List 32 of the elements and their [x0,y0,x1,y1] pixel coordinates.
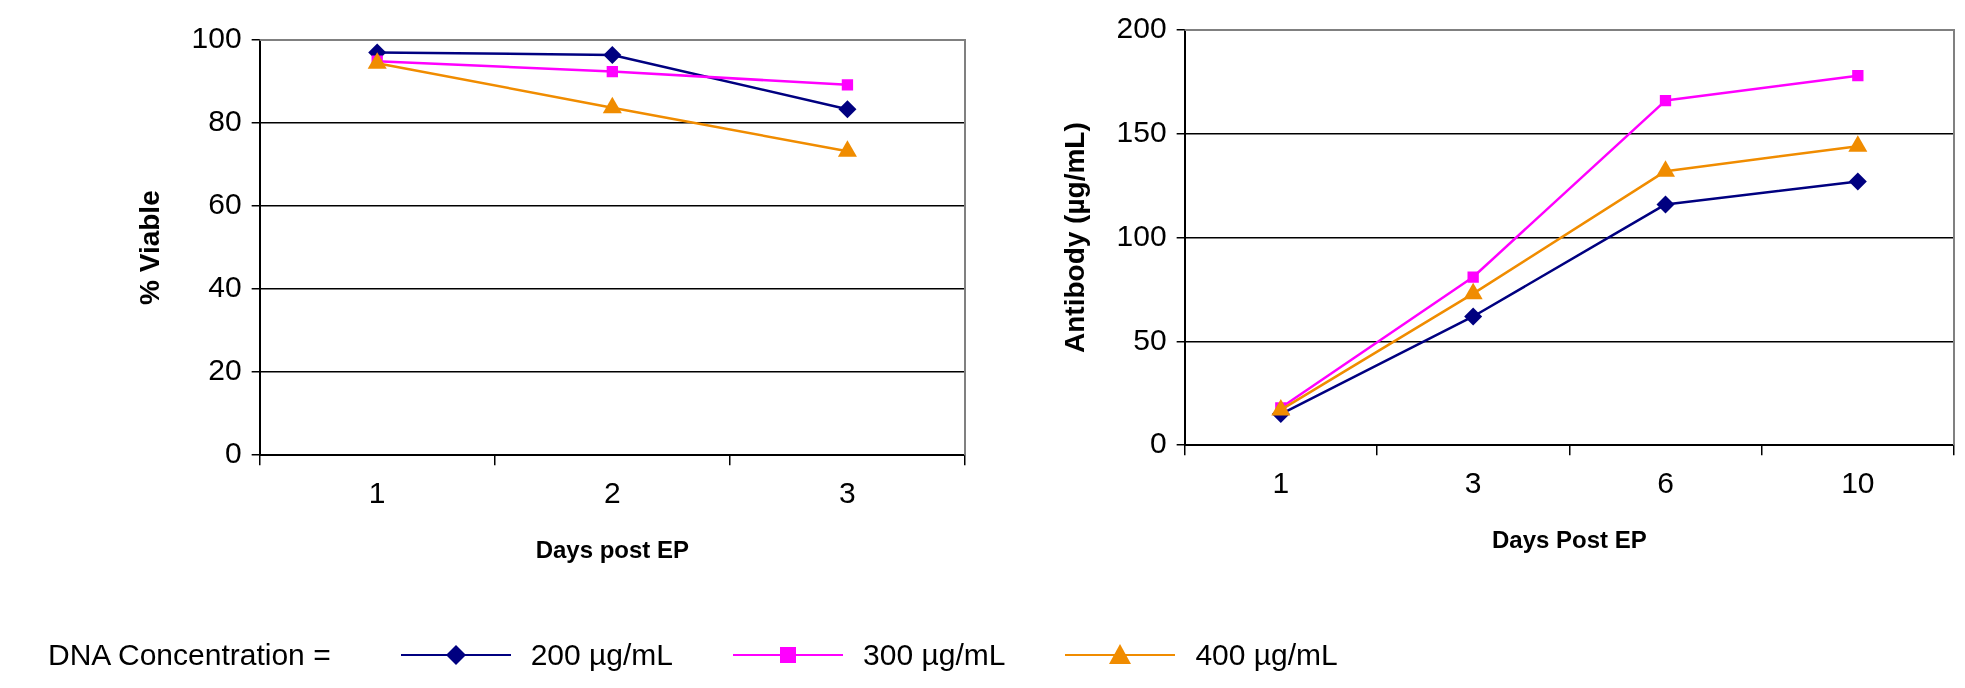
y-tick-label: 50 [1133,322,1167,356]
x-tick-label: 3 [839,476,856,510]
y-axis-title: % Viable [133,190,165,305]
y-tick-label: 200 [1116,11,1167,45]
legend-label: 200 µg/mL [530,638,674,672]
x-tick-label: 6 [1657,466,1674,500]
legend-label: 400 µg/mL [1195,638,1338,672]
x-tick-label: 1 [368,476,386,510]
x-tick-label: 1 [1272,466,1290,500]
y-axis-title: Antibody (µg/mL) [1058,122,1090,353]
y-tick-label: 60 [208,187,242,221]
legend-label: 300 µg/mL [863,638,1006,672]
legend-title: DNA Concentration = [48,638,331,672]
x-tick-label: 3 [1464,466,1482,500]
point [1659,94,1672,107]
point [1656,195,1675,214]
y-tick-label: 150 [1116,115,1167,149]
point [1852,70,1864,82]
point [1848,172,1867,191]
y-tick-label: 0 [224,436,242,470]
y-tick-label: 80 [208,104,242,138]
x-axis-title: Days Post EP [1491,526,1647,554]
x-tick-label: 10 [1841,466,1875,500]
y-tick-label: 100 [191,21,242,55]
point [1467,271,1479,283]
y-tick-label: 20 [208,353,242,387]
y-tick-label: 40 [208,270,242,304]
point [1464,307,1483,326]
x-tick-label: 2 [603,476,621,510]
y-tick-label: 0 [1149,426,1167,460]
y-tick-label: 100 [1116,218,1167,252]
x-axis-title: Days post EP [535,536,690,564]
